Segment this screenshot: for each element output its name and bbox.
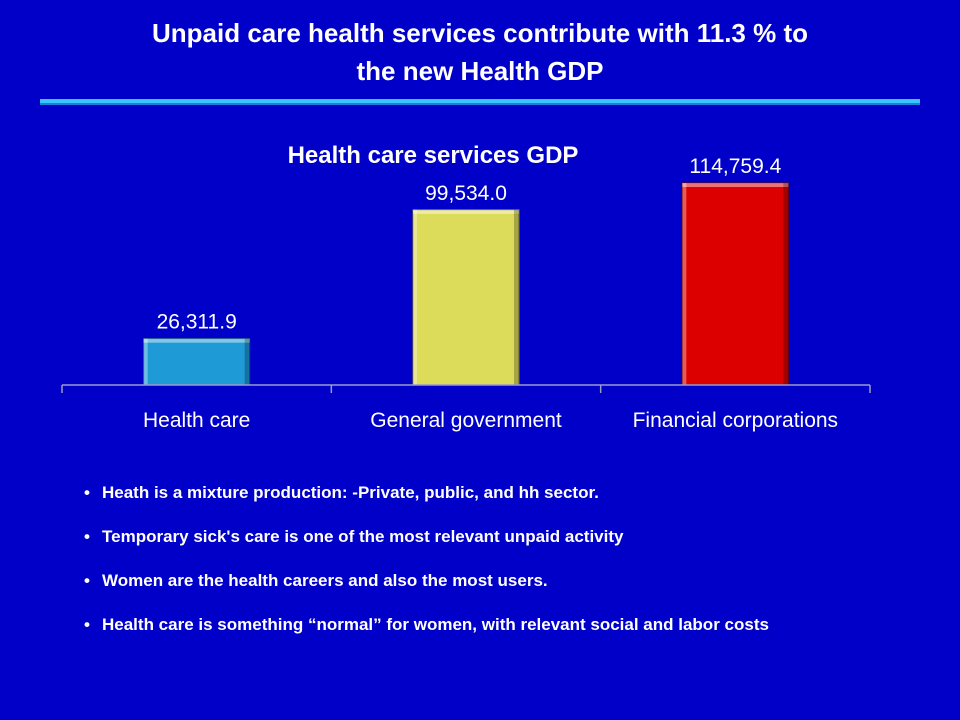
bullet-glyph: • (84, 483, 90, 502)
bullet-list: • Heath is a mixture production: -Private… (84, 480, 914, 656)
bar-value-label: 26,311.9 (157, 311, 237, 334)
bar-1 (143, 338, 251, 386)
bar-value-label: 114,759.4 (689, 155, 781, 178)
bullet-glyph: • (84, 615, 90, 634)
bar-bevel-left (143, 338, 148, 385)
bullet-glyph: • (84, 527, 90, 546)
title-divider (40, 99, 920, 103)
bar-body (143, 338, 251, 386)
x-tick-label: Health care (143, 409, 250, 432)
slide-title-line-1: Unpaid care health services contribute w… (152, 18, 808, 48)
x-tick-label: Financial corporations (633, 409, 838, 432)
bar-bevel-top (682, 183, 789, 188)
bullet-glyph: • (84, 571, 90, 590)
bar-bevel-left (682, 183, 687, 385)
bullet-item: • Health care is something “normal” for … (84, 612, 914, 638)
bar-bevel-top (413, 209, 519, 214)
bar-body (681, 182, 789, 386)
bar-bevel-right (783, 183, 789, 385)
bar-bevel-right (514, 209, 519, 385)
chart-title: Health care services GDP (288, 142, 579, 169)
bar-bevel-right (244, 338, 250, 385)
bar-bevel-top (143, 338, 250, 343)
slide-title-line-2: the new Health GDP (356, 56, 604, 86)
bar-body (412, 209, 520, 386)
bar-bevel-left (413, 209, 417, 385)
bar-2 (412, 209, 520, 386)
x-tick-label: General government (370, 409, 562, 432)
bar-value-label: 99,534.0 (425, 182, 507, 205)
x-axis: Health care General government Financial c… (61, 384, 871, 432)
bar-3 (681, 182, 789, 386)
bullet-item: • Heath is a mixture production: -Private… (84, 480, 914, 506)
bullet-item: • Women are the health careers and also t… (84, 568, 914, 594)
bars-group: 26,311.9 99,534.0 114,759.4 (143, 155, 789, 386)
slide-title: Unpaid care health services contribute w… (40, 14, 920, 90)
bullet-item: • Temporary sick's care is one of the mos… (84, 524, 914, 550)
bar-chart: Health care services GDP 26,311.9 99,534.… (61, 142, 871, 432)
